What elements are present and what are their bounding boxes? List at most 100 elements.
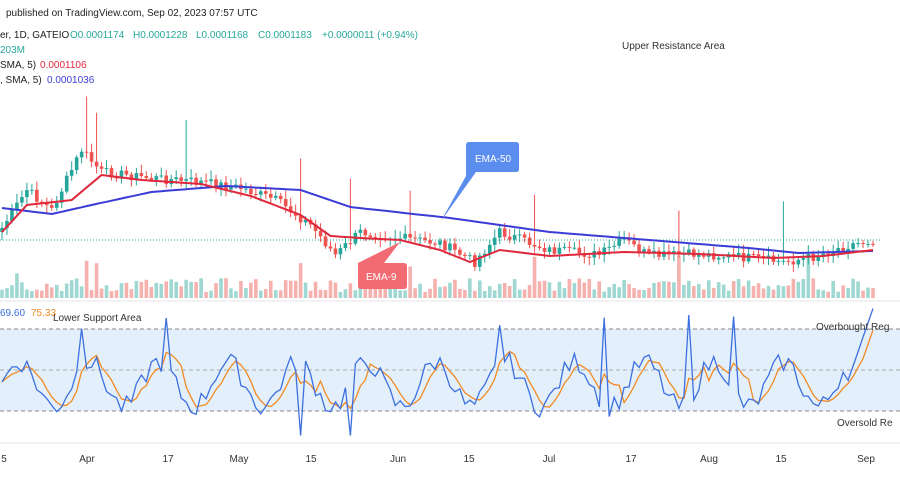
volume-bar [348,283,353,298]
candle-body [15,202,19,209]
volume-bar [687,280,691,298]
volume-bar [692,286,696,298]
volume-bar [487,286,492,298]
volume-bar [388,287,393,298]
volume-bar [209,290,213,298]
rsi-line [1,308,874,436]
volume-bar [771,289,776,298]
candle-body [174,177,178,180]
volume-bar [806,256,811,298]
overbought-label: Overbought Reg [816,322,889,333]
volume-bar [293,280,298,298]
volume-bar [273,290,278,298]
volume-bar [781,286,786,298]
volume-bar [861,290,865,298]
volume-bar [761,288,766,298]
volume-bar [403,290,407,298]
candle-body [846,248,850,252]
candle-body [209,179,213,182]
candle-body [194,177,198,185]
volume-bar [15,273,19,298]
candle-body [487,244,492,254]
ema50-callout-text: EMA-50 [475,154,512,165]
volume-bar [607,287,612,298]
volume-bar [567,278,572,298]
volume-bar [662,281,666,298]
candle-body [507,236,512,240]
candle-body [164,175,169,185]
x-tick-label: Sep [857,454,875,465]
volume-bar [672,282,676,298]
candle-body [244,188,248,190]
candle-body [278,195,283,200]
candle-body [781,260,786,262]
volume-bar [283,280,288,298]
volume-bar [547,282,552,298]
volume-bar [5,288,9,298]
volume-bar [244,288,248,298]
volume-bar [577,278,582,298]
volume-bar [507,285,512,298]
candle-body [547,247,552,252]
candle-body [149,177,154,180]
candle-body [866,243,870,245]
x-tick-label: 15 [775,454,787,465]
candle-body [204,180,208,182]
volume-bar [338,291,343,298]
candle-body [423,237,427,241]
volume-bar [288,280,293,298]
candle-body [49,205,54,208]
volume-bar [831,280,835,298]
volume-bar [89,289,94,298]
candle-body [512,235,517,240]
volume-bar [582,282,587,298]
volume-bar [278,290,283,298]
volume-bar [149,287,154,298]
candle-body [482,253,487,256]
candle-body [333,248,338,255]
volume-bar [268,280,273,298]
volume-bar [677,255,681,298]
candle-body [303,219,308,223]
volume-bar [25,289,29,298]
candle-body [5,221,9,228]
volume-bar [30,291,34,298]
volume-bar [254,279,258,298]
volume-bar [124,282,129,298]
volume-bar [841,285,845,298]
volume-bar [856,281,860,298]
candle-body [517,234,522,236]
x-tick-label: 15 [305,454,317,465]
volume-bar [363,285,368,298]
candle-body [567,246,572,248]
candle-body [343,243,348,249]
volume-bar [49,287,54,298]
volume-bar [592,289,597,298]
x-tick-label: 15 [463,454,475,465]
volume-bar [791,278,796,298]
volume-bar [79,286,84,298]
candle-body [627,238,631,241]
sma-label-1: SMA, 5) [0,60,36,71]
candle-body [537,246,542,249]
volume-bar [298,263,303,298]
volume-bar [716,282,721,298]
candle-body [751,253,756,255]
volume-bar [194,282,198,298]
volume-bar [756,283,761,298]
candle-body [716,257,721,260]
volume-bar [866,287,870,298]
ohlc-change: +0.0000011 (+0.94%) [322,30,418,41]
candle-body [114,177,119,179]
candle-body [30,189,34,191]
volume-bar [602,291,607,298]
volume-bar [308,290,313,298]
volume-bar [497,283,502,298]
volume-bar [44,283,49,298]
volume-bar [214,283,218,298]
candle-body [119,170,124,179]
candle-body [134,173,139,181]
candle-body [602,247,607,255]
volume-bar [413,288,417,298]
